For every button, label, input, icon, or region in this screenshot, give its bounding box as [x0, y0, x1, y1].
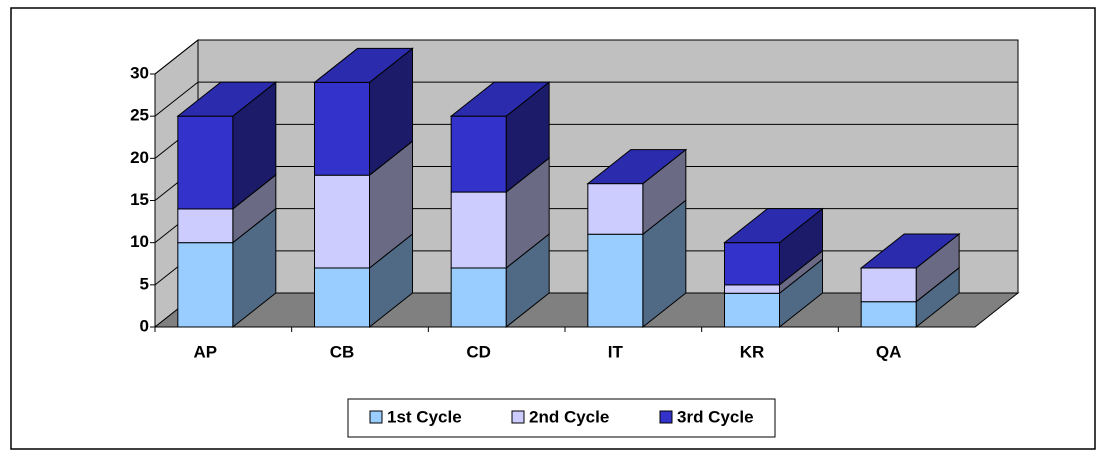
legend-label: 2nd Cycle	[529, 407, 609, 426]
bar	[450, 267, 507, 328]
bar	[450, 191, 507, 269]
bar	[314, 267, 370, 328]
y-tick-label: 15	[130, 190, 149, 209]
legend	[347, 398, 776, 438]
x-tick-label: IT	[608, 342, 624, 361]
bar	[177, 115, 234, 210]
bar-top	[449, 81, 551, 117]
bar-top	[723, 208, 824, 244]
x-tick-label: CB	[330, 342, 355, 361]
bar	[587, 233, 644, 328]
legend-label: 3rd Cycle	[677, 407, 754, 426]
legend-label: 1st Cycle	[387, 407, 462, 426]
x-tick-label: CD	[466, 342, 491, 361]
y-tick-label: 10	[130, 232, 149, 251]
legend-swatch	[511, 410, 525, 424]
bar-top	[313, 47, 414, 83]
bar-top	[586, 149, 688, 185]
bar	[177, 208, 234, 244]
y-tick-label: 30	[130, 63, 149, 82]
legend-swatch	[369, 410, 383, 424]
bar	[724, 242, 780, 286]
x-tick-label: AP	[194, 342, 218, 361]
y-tick-label: 25	[130, 106, 149, 125]
legend-swatch	[659, 410, 673, 424]
bar	[724, 292, 780, 328]
bar	[314, 174, 370, 269]
y-tick-label: 0	[140, 316, 149, 335]
bar	[177, 242, 234, 328]
grid-line	[154, 39, 199, 75]
x-tick-label: QA	[876, 342, 902, 361]
bar-top	[176, 81, 278, 117]
grid-line	[154, 81, 199, 117]
bar	[860, 267, 917, 303]
bar	[860, 301, 917, 328]
x-tick-label: KR	[740, 342, 765, 361]
bar	[587, 183, 644, 235]
y-tick-label: 5	[140, 274, 149, 293]
bar	[314, 81, 370, 176]
y-tick-label: 20	[130, 148, 149, 167]
bar	[450, 115, 507, 193]
bar	[724, 284, 780, 294]
bar-top	[859, 233, 961, 269]
